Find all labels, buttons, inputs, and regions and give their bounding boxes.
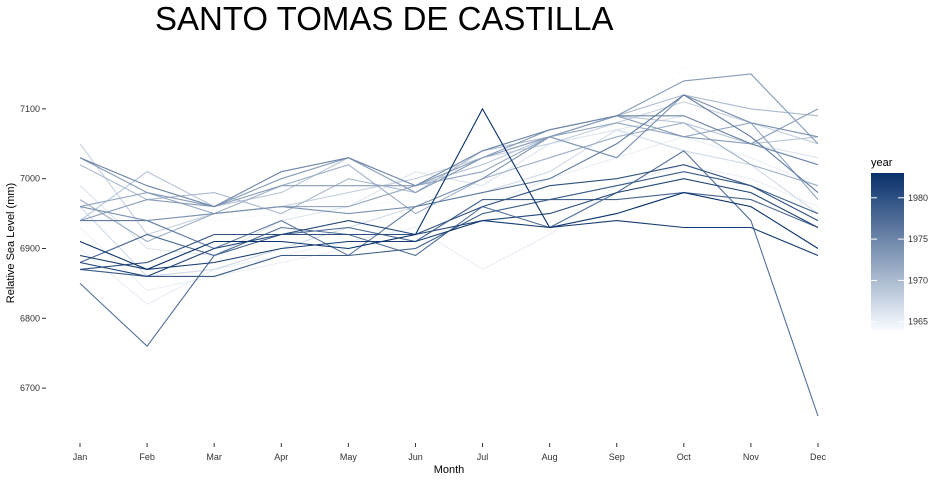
x-tick-label: Aug <box>542 452 558 462</box>
legend-tick-label: 1965 <box>908 317 928 327</box>
y-axis: 6700 6800 6900 7000 7100 <box>20 104 46 393</box>
series-line-1982 <box>79 220 819 270</box>
series-line-1973 <box>79 73 819 208</box>
series-line-1966 <box>79 115 819 257</box>
x-tick-label: Mar <box>206 452 222 462</box>
y-tick-label: 6700 <box>20 383 40 393</box>
x-tick-label: Oct <box>677 452 692 462</box>
series-line-1979 <box>79 171 819 277</box>
x-axis: Jan Feb Mar Apr May Jun Jul Aug Sep Oct Nov Dec <box>73 443 827 462</box>
series-line-1977 <box>79 150 819 417</box>
series-line-1971 <box>79 122 819 243</box>
color-legend: year 1965 1970 1975 1980 <box>871 157 928 330</box>
legend-tick-label: 1980 <box>908 193 928 203</box>
legend-tick-label: 1970 <box>908 275 928 285</box>
x-tick-label: Sep <box>609 452 625 462</box>
series-line-1967 <box>79 129 819 277</box>
legend-tick-label: 1975 <box>908 234 928 244</box>
x-tick-label: Jul <box>477 452 489 462</box>
series-layer <box>79 66 819 417</box>
series-line-1965 <box>79 136 819 291</box>
y-tick-label: 7000 <box>20 174 40 184</box>
series-line-1976 <box>80 94 819 257</box>
y-axis-label: Relative Sea Level (mm) <box>5 183 17 303</box>
x-tick-label: Jun <box>408 452 423 462</box>
x-tick-label: Dec <box>810 452 827 462</box>
x-tick-label: Apr <box>274 452 288 462</box>
x-tick-label: Nov <box>743 452 760 462</box>
x-axis-label: Month <box>434 464 465 476</box>
series-line-1975 <box>79 115 819 208</box>
series-line-1980 <box>79 164 819 270</box>
y-tick-label: 6900 <box>20 243 40 253</box>
series-line-1974 <box>79 94 819 222</box>
series-line-1981 <box>79 178 819 277</box>
legend-colorbar <box>871 173 904 330</box>
x-tick-label: Feb <box>139 452 155 462</box>
series-line-1965 <box>79 164 819 305</box>
x-tick-label: May <box>340 452 358 462</box>
legend-ticks: 1965 1970 1975 1980 <box>871 193 928 327</box>
y-tick-label: 6800 <box>20 313 40 323</box>
series-line-1972 <box>79 122 819 215</box>
series-line-1983 <box>79 107 819 270</box>
chart-title: SANTO TOMAS DE CASTILLA <box>155 0 613 37</box>
x-tick-label: Jan <box>73 452 88 462</box>
y-tick-label: 7100 <box>20 104 40 114</box>
legend-title: year <box>871 157 893 169</box>
